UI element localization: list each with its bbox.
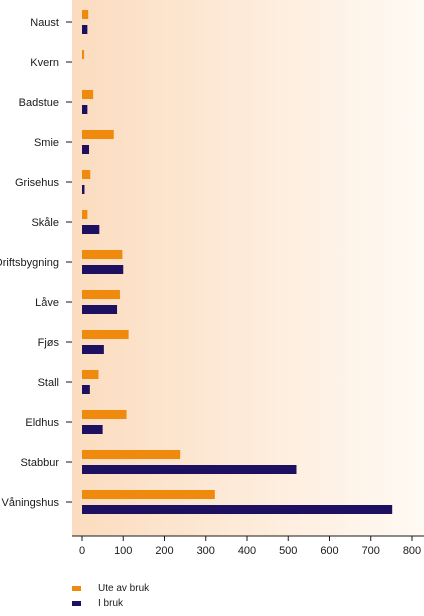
bar-vaningshus-i-bruk <box>82 505 393 514</box>
x-tick-label: 0 <box>79 545 85 557</box>
x-tick-label: 800 <box>403 545 421 557</box>
bar-naust-ute-av-bruk <box>82 10 89 19</box>
bar-smie-i-bruk <box>82 145 90 154</box>
bar-fj-s-ute-av-bruk <box>82 330 129 339</box>
category-label-stall: Stall <box>38 377 59 389</box>
category-label-stabbur: Stabbur <box>20 457 59 469</box>
legend-label-i-bruk: I bruk <box>98 598 124 609</box>
x-tick-label: 700 <box>362 545 380 557</box>
bar-vaningshus-ute-av-bruk <box>82 490 215 499</box>
x-tick-label: 200 <box>155 545 173 557</box>
bar-eldhus-ute-av-bruk <box>82 410 127 419</box>
bar-skale-ute-av-bruk <box>82 210 88 219</box>
category-label-driftsbygning: Driftsbygning <box>0 257 59 269</box>
bars-group <box>82 10 393 514</box>
x-tick-label: 500 <box>279 545 297 557</box>
legend: Ute av bruk I bruk <box>72 583 150 609</box>
category-labels: Naust Kvern Badstue Smie Grisehus Skåle Drifts… <box>0 17 72 509</box>
category-label-kvern: Kvern <box>30 57 59 69</box>
bar-grisehus-ute-av-bruk <box>82 170 91 179</box>
bar-driftsbygning-ute-av-bruk <box>82 250 123 259</box>
category-label-vaningshus: Våningshus <box>2 497 60 509</box>
bar-eldhus-i-bruk <box>82 425 103 434</box>
category-label-skale: Skåle <box>31 217 59 229</box>
category-label-badstue: Badstue <box>19 97 59 109</box>
x-tick-label: 400 <box>238 545 256 557</box>
bar-stall-i-bruk <box>82 385 90 394</box>
x-tick-label: 300 <box>197 545 215 557</box>
plot-area <box>72 0 424 536</box>
bar-skale-i-bruk <box>82 225 100 234</box>
bar-stall-ute-av-bruk <box>82 370 99 379</box>
category-label-fj-s: Fjøs <box>38 337 60 349</box>
category-label-smie: Smie <box>34 137 59 149</box>
bar-kvern-ute-av-bruk <box>82 50 85 59</box>
bar-stabbur-ute-av-bruk <box>82 450 181 459</box>
category-label-eldhus: Eldhus <box>25 417 59 429</box>
x-tick-label: 600 <box>320 545 338 557</box>
legend-swatch-i-bruk <box>72 601 81 606</box>
x-tick-label: 100 <box>114 545 132 557</box>
bar-lave-ute-av-bruk <box>82 290 120 299</box>
x-axis: 0 100 200 300 400 500 600 700 800 <box>72 535 424 557</box>
legend-swatch-ute-av-bruk <box>72 586 81 591</box>
bar-stabbur-i-bruk <box>82 465 297 474</box>
bar-lave-i-bruk <box>82 305 118 314</box>
category-label-naust: Naust <box>30 17 59 29</box>
category-label-grisehus: Grisehus <box>15 177 60 189</box>
bar-naust-i-bruk <box>82 25 88 34</box>
bar-driftsbygning-i-bruk <box>82 265 124 274</box>
legend-label-ute-av-bruk: Ute av bruk <box>98 583 150 594</box>
bar-badstue-ute-av-bruk <box>82 90 94 99</box>
bar-smie-ute-av-bruk <box>82 130 114 139</box>
bar-fj-s-i-bruk <box>82 345 104 354</box>
bar-badstue-i-bruk <box>82 105 88 114</box>
category-label-lave: Låve <box>35 297 59 309</box>
bar-grisehus-i-bruk <box>82 185 85 194</box>
